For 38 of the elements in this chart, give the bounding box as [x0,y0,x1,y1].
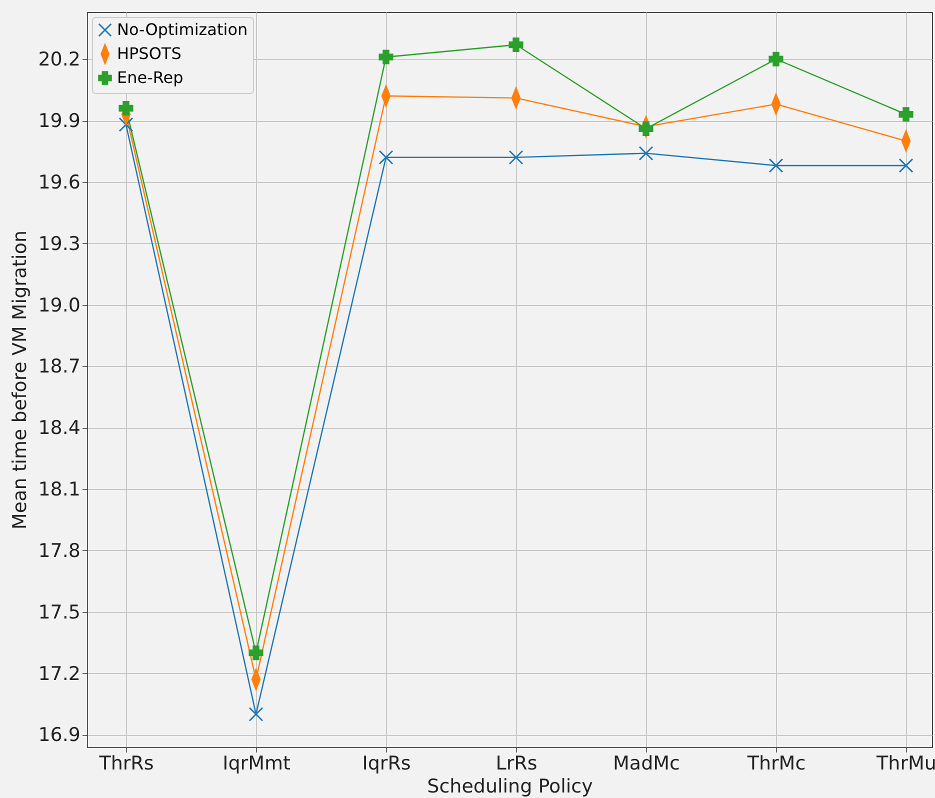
y-tick-label: 18.1 [38,478,80,501]
y-tick-label: 17.8 [38,540,80,562]
y-tick-label: 19.9 [38,110,80,132]
point [638,121,654,136]
legend-label: Ene-Rep [117,68,184,87]
point [508,150,524,165]
y-tick-label: 17.2 [38,662,80,685]
point [378,50,394,64]
point [768,158,784,173]
point [768,52,784,66]
point [378,150,394,165]
y-tick-label: 20.2 [38,48,80,71]
y-tick-label: 19.6 [38,171,80,194]
point [898,107,914,122]
legend-label: No-Optimization [117,20,248,39]
x-tick-label: ThrMu [876,752,935,774]
point [118,100,134,116]
y-tick-label: 18.4 [38,417,80,440]
x-tick-label: IqrRs [362,752,411,774]
y-tick-label: 17.5 [38,601,80,624]
y-axis-title: Mean time before VM Migration [9,230,32,530]
y-tick-label: 18.7 [38,356,80,378]
y-tick-label: 16.9 [38,724,80,746]
x-tick-label: MadMc [613,752,680,774]
point [898,158,914,173]
x-axis-title: Scheduling Policy [427,776,593,798]
legend-label: HPSOTS [117,44,182,63]
x-tick-label: ThrRs [98,752,154,774]
y-tick-label: 19.3 [38,232,80,255]
point [508,37,524,52]
point [118,117,134,132]
x-tick-label: IqrMmt [222,752,290,774]
x-tick-label: ThrMc [746,752,806,774]
x-tick-label: LrRs [496,752,538,774]
point [638,146,654,161]
point [248,706,264,722]
y-tick-label: 19.0 [38,294,80,316]
point [248,646,264,660]
